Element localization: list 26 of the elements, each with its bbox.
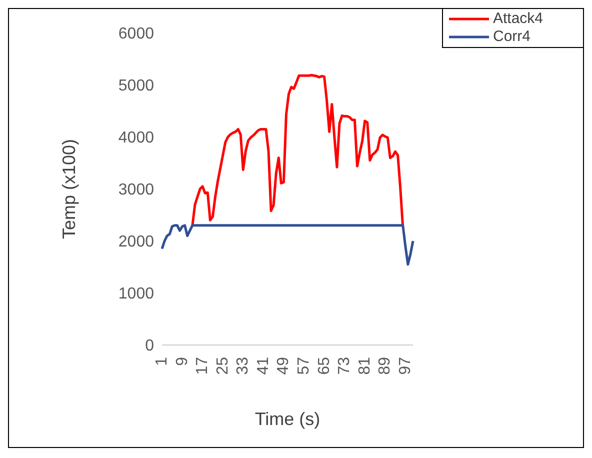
x-tick-label: 57 [295, 356, 312, 375]
y-tick-label: 6000 [118, 26, 154, 43]
x-tick-label: 73 [336, 356, 354, 375]
x-tick-label: 41 [254, 356, 272, 375]
legend-label: Corr4 [493, 28, 531, 46]
y-tick-label: 4000 [118, 130, 154, 147]
y-tick-label: 3000 [118, 182, 154, 199]
x-tick-label: 1 [154, 356, 170, 366]
x-tick-label: 65 [316, 356, 333, 375]
y-tick-label: 2000 [118, 234, 154, 251]
x-tick-label: 17 [194, 356, 212, 375]
x-tick-label: 81 [356, 356, 374, 375]
x-axis-title: Time (s) [254, 409, 320, 429]
y-tick-label: 5000 [118, 78, 154, 95]
legend-label: Attack4 [493, 10, 544, 28]
y-tick-label: 0 [145, 338, 154, 355]
x-tick-label: 89 [376, 356, 394, 375]
x-tick-label: 49 [275, 356, 292, 375]
y-axis-title: Temp (x100) [58, 138, 79, 240]
x-tick-label: 33 [234, 356, 252, 375]
x-tick-label: 9 [174, 356, 191, 366]
line-series [160, 224, 414, 266]
line-series [191, 74, 404, 228]
x-tick-label: 25 [214, 356, 232, 375]
x-tick-label: 97 [396, 356, 414, 375]
y-tick-label: 1000 [118, 286, 154, 303]
